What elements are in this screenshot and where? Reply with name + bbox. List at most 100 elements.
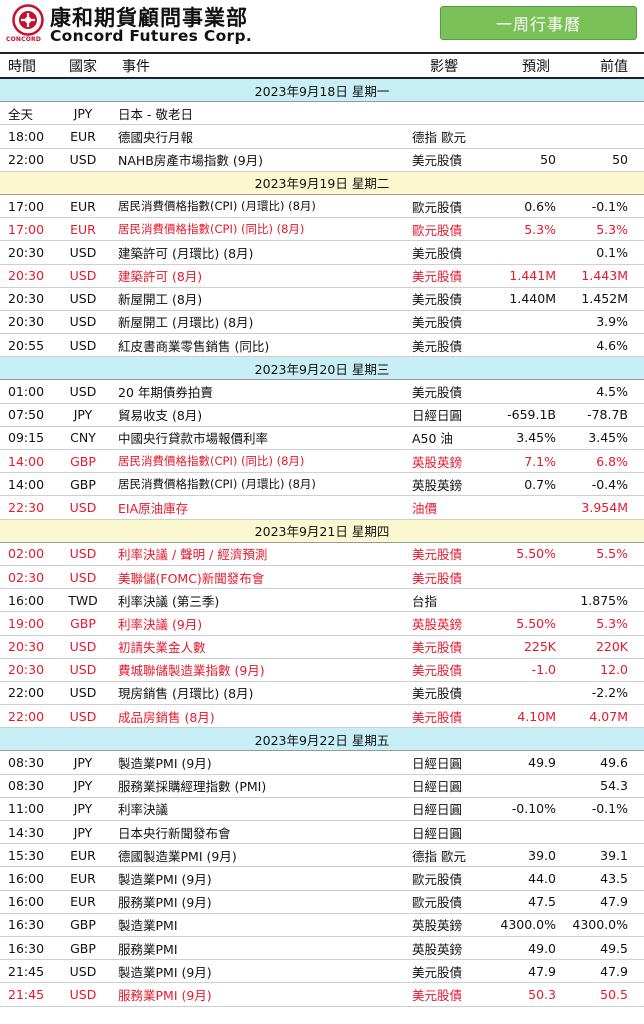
event-forecast xyxy=(488,380,556,402)
event-forecast: 3.45% xyxy=(516,430,556,446)
event-name: EIA原油庫存 xyxy=(118,500,189,516)
event-country: EUR xyxy=(70,198,96,214)
event-name: 製造業PMI (9月) xyxy=(118,964,212,980)
table-row: 16:00 EUR 製造業PMI (9月) 歐元股債 44.0 43.5 xyxy=(0,867,644,891)
event-forecast: 49.0 xyxy=(528,940,556,956)
table-row: 17:00 EUR 居民消費價格指數(CPI) (月環比) (8月) 歐元股債 0.6%… xyxy=(0,195,644,219)
event-forecast xyxy=(488,496,556,518)
event-previous xyxy=(560,102,628,124)
event-time: 20:55 xyxy=(8,337,45,353)
event-previous: 3.954M xyxy=(581,499,628,515)
event-previous: 50 xyxy=(612,152,628,168)
event-country: JPY xyxy=(73,778,93,794)
event-previous: 12.0 xyxy=(600,662,628,678)
event-name: NAHB房產市場指數 (9月) xyxy=(118,153,264,169)
event-forecast: 0.6% xyxy=(524,198,556,214)
event-forecast xyxy=(488,775,556,797)
event-name: 新屋開工 (月環比) (8月) xyxy=(118,315,254,331)
event-impact: 美元股債 xyxy=(412,570,463,586)
event-name: 費城聯儲製造業指數 (9月) xyxy=(118,663,265,679)
event-previous: 5.3% xyxy=(596,221,628,237)
event-time: 11:00 xyxy=(8,801,45,817)
event-impact: 美元股債 xyxy=(412,640,463,656)
event-impact: 日經日圓 xyxy=(412,408,463,424)
event-time: 02:00 xyxy=(8,546,45,562)
event-forecast: 47.5 xyxy=(528,894,556,910)
event-name: 成品房銷售 (8月) xyxy=(118,709,215,725)
event-previous: -0.1% xyxy=(591,198,628,214)
table-row: 16:00 EUR 服務業PMI (9月) 歐元股債 47.5 47.9 xyxy=(0,891,644,914)
company-name-en: Concord Futures Corp. xyxy=(50,27,253,45)
event-country: EUR xyxy=(70,221,96,237)
event-time: 17:00 xyxy=(8,198,45,214)
event-time: 20:30 xyxy=(8,639,45,655)
event-previous: 4.07M xyxy=(589,708,628,724)
column-header-impact: 影響 xyxy=(430,58,458,75)
table-row: 20:30 USD 建築許可 (月環比) (8月) 美元股債 0.1% xyxy=(0,241,644,265)
day-header: 2023年9月18日 星期一 xyxy=(0,79,644,103)
table-row: 21:45 USD 服務業PMI (9月) 美元股債 50.3 50.5 xyxy=(0,983,644,1007)
event-impact: 英股英鎊 xyxy=(412,616,463,632)
column-header-previous: 前值 xyxy=(600,58,628,75)
event-country: USD xyxy=(69,963,97,979)
table-row: 20:55 USD 紅皮書商業零售銷售 (同比) 美元股債 4.6% xyxy=(0,334,644,358)
event-name: 服務業PMI (9月) xyxy=(118,895,212,911)
event-previous: 43.5 xyxy=(600,870,628,886)
event-country: USD xyxy=(69,337,97,353)
table-row: 09:15 CNY 中國央行貸款市場報價利率 A50 油 3.45% 3.45% xyxy=(0,427,644,450)
event-country: USD xyxy=(69,546,97,562)
event-forecast xyxy=(488,334,556,356)
event-time: 14:00 xyxy=(8,476,45,492)
table-row: 08:30 JPY 製造業PMI (9月) 日經日圓 49.9 49.6 xyxy=(0,751,644,775)
event-name: 初請失業金人數 xyxy=(118,640,206,656)
event-previous: 6.8% xyxy=(596,453,628,469)
event-forecast xyxy=(488,125,556,147)
event-impact: 美元股債 xyxy=(412,245,463,261)
event-country: USD xyxy=(69,662,97,678)
event-name: 服務業PMI (9月) xyxy=(118,987,212,1003)
event-name: 20 年期債券拍賣 xyxy=(118,385,213,401)
event-name: 紅皮書商業零售銷售 (同比) xyxy=(118,338,270,354)
event-impact: 美元股債 xyxy=(412,964,463,980)
event-country: USD xyxy=(69,314,97,330)
event-impact: 英股英鎊 xyxy=(412,454,463,470)
event-forecast xyxy=(488,311,556,333)
event-forecast: 5.50% xyxy=(516,615,556,631)
page-header: CONCORD 康和期貨顧問事業部 Concord Futures Corp. … xyxy=(0,0,644,52)
event-previous: 49.6 xyxy=(600,755,628,771)
event-name: 利率決議 xyxy=(118,802,169,818)
day-header: 2023年9月22日 星期五 xyxy=(0,728,644,752)
event-impact: 油價 xyxy=(412,500,438,516)
event-forecast: 1.440M xyxy=(509,291,556,307)
weekly-calendar-button[interactable]: 一周行事曆 xyxy=(440,6,637,40)
table-row: 07:50 JPY 貿易收支 (8月) 日經日圓 -659.1B -78.7B xyxy=(0,404,644,427)
event-country: JPY xyxy=(73,801,93,817)
table-row: 20:30 USD 費城聯儲製造業指數 (9月) 美元股債 -1.0 12.0 xyxy=(0,659,644,682)
event-name: 建築許可 (8月) xyxy=(118,269,203,285)
concord-logo-icon xyxy=(12,4,44,36)
event-impact: A50 油 xyxy=(412,431,453,447)
event-country: TWD xyxy=(68,592,98,608)
table-row: 20:30 USD 新屋開工 (8月) 美元股債 1.440M 1.452M xyxy=(0,288,644,311)
table-row: 15:30 EUR 德國製造業PMI (9月) 德指 歐元 39.0 39.1 xyxy=(0,844,644,868)
event-name: 中國央行貸款市場報價利率 xyxy=(118,431,269,447)
event-impact: 美元股債 xyxy=(412,686,463,702)
event-previous: 3.45% xyxy=(588,430,628,446)
event-previous: -2.2% xyxy=(591,685,628,701)
event-name: 建築許可 (月環比) (8月) xyxy=(118,245,254,261)
column-header-forecast: 預測 xyxy=(522,58,550,75)
event-impact: 日經日圓 xyxy=(412,756,463,772)
event-name: 現房銷售 (月環比) (8月) xyxy=(118,686,254,702)
event-country: JPY xyxy=(73,824,93,840)
table-row: 02:00 USD 利率決議 / 聲明 / 經濟預測 美元股債 5.50% 5.5% xyxy=(0,543,644,566)
table-row: 17:00 EUR 居民消費價格指數(CPI) (同比) (8月) 歐元股債 5.3% 5… xyxy=(0,218,644,242)
event-previous: 49.5 xyxy=(600,940,628,956)
event-country: USD xyxy=(69,499,97,515)
event-previous: 47.9 xyxy=(600,963,628,979)
event-forecast: 0.7% xyxy=(524,476,556,492)
table-row: 21:45 USD 製造業PMI (9月) 美元股債 47.9 47.9 xyxy=(0,960,644,984)
event-time: 15:30 xyxy=(8,847,45,863)
event-name: 日本 - 敬老日 xyxy=(118,106,193,122)
event-previous: -78.7B xyxy=(587,407,628,423)
event-forecast: 39.0 xyxy=(528,847,556,863)
